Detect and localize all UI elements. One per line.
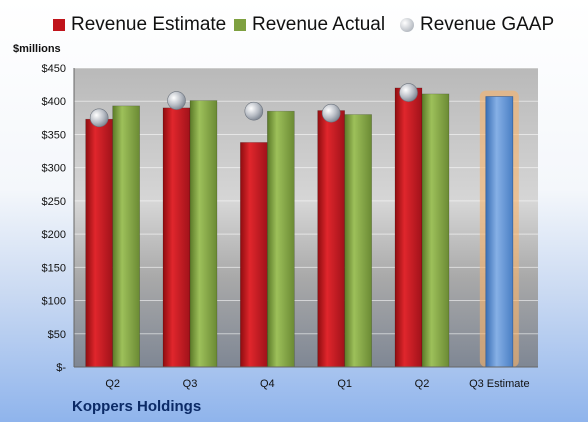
y-tick-label: $100	[42, 296, 66, 308]
bar-actual	[267, 110, 295, 368]
bar-estimate	[85, 118, 113, 368]
x-tick-label: Q4	[260, 378, 275, 390]
marker-gaap	[89, 108, 109, 128]
y-tick-label: $450	[42, 63, 66, 75]
y-axis: $- $50 $100 $150 $200 $250 $300 $350 $400 $450	[42, 63, 75, 374]
bar-actual	[421, 93, 450, 368]
y-tick-label: $150	[42, 262, 66, 274]
legend-label-gaap: Revenue GAAP	[420, 14, 555, 35]
legend-label-estimate: Revenue Estimate	[71, 14, 227, 35]
gridlines	[74, 67, 538, 368]
y-tick-label: $200	[42, 229, 66, 241]
x-tick-label: Q1	[337, 378, 352, 390]
bar-actual	[189, 100, 218, 368]
legend-marker-gaap	[400, 18, 414, 32]
bar-estimate	[240, 142, 268, 368]
legend-marker-actual	[234, 19, 246, 31]
marker-gaap	[244, 101, 264, 121]
bar-estimate	[317, 110, 345, 368]
plot-area	[74, 68, 538, 367]
y-axis-title: $millions	[13, 43, 61, 55]
legend-marker-estimate	[53, 19, 65, 31]
legend-item-actual: Revenue Actual	[234, 14, 385, 36]
x-tick-label: Q3	[183, 378, 198, 390]
x-axis: Q2 Q3 Q4 Q1 Q2 Q3 Estimate	[74, 366, 538, 390]
bar-actual	[112, 105, 140, 368]
y-tick-label: $400	[42, 96, 66, 108]
y-tick-label: $300	[42, 163, 66, 175]
bar-actual	[344, 114, 372, 368]
y-tick-label: $350	[42, 129, 66, 141]
bars	[85, 83, 519, 368]
bar-estimate	[394, 87, 423, 368]
legend-item-estimate: Revenue Estimate	[53, 14, 226, 36]
y-tick-label: $50	[48, 329, 66, 341]
x-tick-label: Q3 Estimate	[469, 378, 530, 390]
y-tick-label: $250	[42, 196, 66, 208]
bar-forecast	[485, 96, 514, 368]
marker-gaap	[321, 103, 341, 123]
x-tick-label: Q2	[415, 378, 430, 390]
marker-gaap	[399, 83, 418, 102]
company-name: Koppers Holdings	[72, 398, 202, 415]
bar-estimate	[162, 107, 191, 368]
legend-item-gaap: Revenue GAAP	[400, 14, 554, 36]
legend-label-actual: Revenue Actual	[252, 14, 386, 35]
x-tick-label: Q2	[105, 378, 120, 390]
y-tick-label: $-	[56, 362, 66, 374]
marker-gaap	[167, 91, 186, 110]
